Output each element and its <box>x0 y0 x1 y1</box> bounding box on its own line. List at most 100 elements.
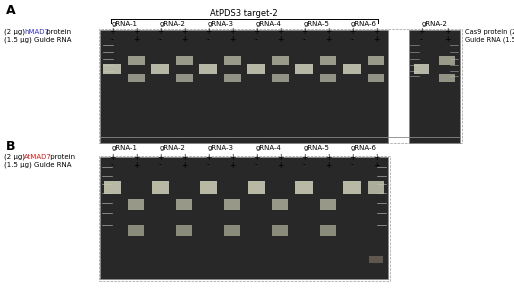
Text: -: - <box>303 160 305 170</box>
Text: +: + <box>181 35 188 45</box>
Bar <box>320 56 337 65</box>
Bar <box>368 74 384 82</box>
Text: AtMAD7: AtMAD7 <box>24 154 52 160</box>
Text: +: + <box>205 27 211 37</box>
Bar <box>343 64 361 74</box>
Text: +: + <box>301 27 307 37</box>
Text: +: + <box>277 35 283 45</box>
Text: +: + <box>418 27 425 37</box>
Text: +: + <box>181 160 188 170</box>
Text: (2 μg): (2 μg) <box>4 29 27 35</box>
Bar <box>439 74 455 82</box>
Text: -: - <box>351 160 354 170</box>
Text: +: + <box>373 160 379 170</box>
Bar <box>176 199 192 210</box>
Bar <box>409 30 460 143</box>
Bar <box>320 199 336 210</box>
Bar <box>224 56 241 65</box>
Text: +: + <box>181 153 188 162</box>
Bar <box>176 74 193 82</box>
Text: +: + <box>373 35 379 45</box>
Text: +: + <box>444 35 450 45</box>
Text: gRNA-2: gRNA-2 <box>159 21 185 27</box>
Bar <box>128 74 144 82</box>
Text: +: + <box>349 27 355 37</box>
Text: -: - <box>111 35 114 45</box>
Text: +: + <box>277 27 283 37</box>
Text: +: + <box>301 153 307 162</box>
Bar <box>343 181 361 194</box>
Text: +: + <box>133 35 139 45</box>
Text: hMAD7: hMAD7 <box>24 29 49 35</box>
Text: -: - <box>255 35 258 45</box>
Text: +: + <box>229 27 235 37</box>
Text: +: + <box>253 153 260 162</box>
Bar <box>100 157 388 279</box>
Text: -: - <box>351 35 354 45</box>
Bar <box>103 64 121 74</box>
Text: +: + <box>325 160 332 170</box>
Text: protein: protein <box>44 29 71 35</box>
Bar <box>151 64 169 74</box>
Text: +: + <box>109 153 116 162</box>
Text: +: + <box>229 35 235 45</box>
Text: protein: protein <box>48 154 75 160</box>
Text: B: B <box>6 139 15 153</box>
Bar <box>295 64 313 74</box>
Text: -: - <box>420 35 423 45</box>
Bar <box>199 181 217 194</box>
Text: -: - <box>207 160 210 170</box>
Text: +: + <box>181 27 188 37</box>
Text: +: + <box>157 153 163 162</box>
Bar <box>104 181 121 194</box>
Text: gRNA-2: gRNA-2 <box>421 21 447 27</box>
Text: +: + <box>277 160 283 170</box>
Text: A: A <box>6 3 15 16</box>
Text: AtPDS3 target-2: AtPDS3 target-2 <box>210 10 278 18</box>
Bar <box>296 181 313 194</box>
Text: -: - <box>111 160 114 170</box>
Bar <box>272 74 288 82</box>
Bar <box>368 56 384 65</box>
Bar <box>224 74 241 82</box>
Bar <box>152 181 169 194</box>
Text: +: + <box>205 153 211 162</box>
Text: gRNA-5: gRNA-5 <box>303 21 329 27</box>
Text: +: + <box>349 153 355 162</box>
Bar <box>176 56 193 65</box>
Bar <box>176 225 192 236</box>
Text: +: + <box>444 27 450 37</box>
Bar <box>128 56 144 65</box>
Text: gRNA-1: gRNA-1 <box>111 145 137 151</box>
Text: +: + <box>325 35 332 45</box>
Text: -: - <box>207 35 210 45</box>
Bar <box>320 74 337 82</box>
Bar <box>99 156 390 281</box>
Text: Cas9 protein (2 μg): Cas9 protein (2 μg) <box>465 29 514 35</box>
Text: (1.5 μg) Guide RNA: (1.5 μg) Guide RNA <box>4 162 71 168</box>
Bar <box>100 30 388 143</box>
Text: gRNA-3: gRNA-3 <box>207 145 233 151</box>
Text: (2 μg): (2 μg) <box>4 154 27 160</box>
Text: gRNA-2: gRNA-2 <box>159 145 185 151</box>
Text: +: + <box>133 160 139 170</box>
Text: +: + <box>277 153 283 162</box>
Text: gRNA-4: gRNA-4 <box>255 21 281 27</box>
Bar <box>99 29 462 143</box>
Text: gRNA-5: gRNA-5 <box>303 145 329 151</box>
Bar <box>247 64 265 74</box>
Text: -: - <box>159 35 161 45</box>
Text: +: + <box>229 160 235 170</box>
Text: +: + <box>133 153 139 162</box>
Bar <box>272 225 288 236</box>
Bar <box>368 181 384 194</box>
Text: +: + <box>373 27 379 37</box>
Text: gRNA-6: gRNA-6 <box>351 145 377 151</box>
Text: +: + <box>253 27 260 37</box>
Text: +: + <box>229 153 235 162</box>
Text: +: + <box>109 27 116 37</box>
Bar <box>224 225 241 236</box>
Bar <box>272 56 288 65</box>
Bar <box>128 199 144 210</box>
Text: +: + <box>325 27 332 37</box>
